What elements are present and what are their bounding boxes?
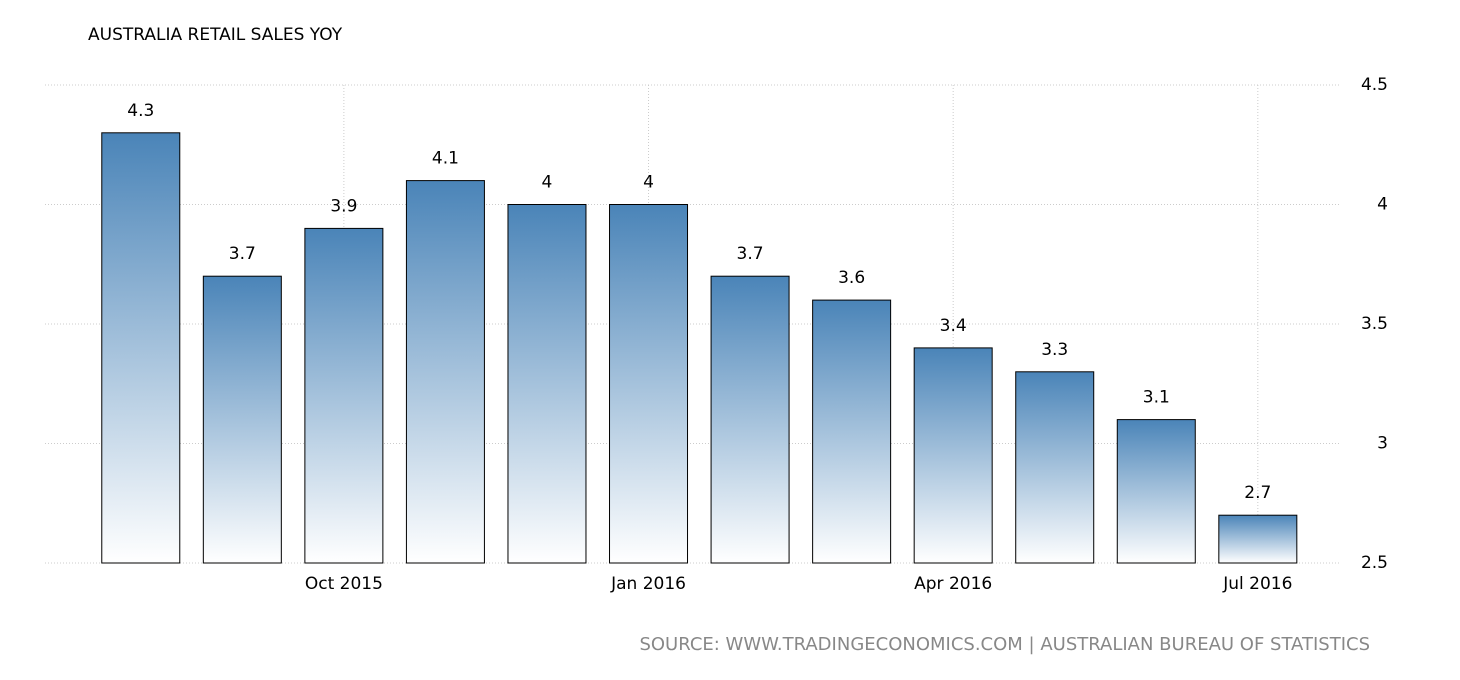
x-tick-label: Apr 2016: [914, 574, 992, 594]
y-tick-label: 4: [1377, 195, 1388, 215]
bar: [405, 180, 485, 564]
y-tick-label: 3.5: [1361, 314, 1388, 334]
bar: [1218, 514, 1298, 564]
value-label: 4: [643, 173, 654, 193]
value-label: 3.3: [1041, 340, 1068, 360]
value-label: 3.7: [737, 244, 764, 264]
chart-title: AUSTRALIA RETAIL SALES YOY: [88, 25, 343, 45]
value-label: 4: [542, 173, 553, 193]
bar: [710, 275, 790, 564]
source: SOURCE: WWW.TRADINGECONOMICS.COM | AUSTR…: [639, 634, 1370, 655]
value-label: 3.1: [1143, 388, 1170, 408]
bar: [304, 227, 384, 564]
value-label: 3.6: [838, 268, 865, 288]
bar: [101, 132, 181, 564]
value-label: 4.1: [432, 149, 459, 169]
value-label: 3.7: [229, 244, 256, 264]
bar: [1116, 419, 1196, 564]
x-tick-label: Oct 2015: [305, 574, 383, 594]
value-label: 3.9: [330, 196, 357, 216]
value-label: 4.3: [127, 101, 154, 121]
y-tick-label: 3: [1377, 434, 1388, 454]
value-label: 3.4: [940, 316, 967, 336]
bar: [609, 204, 689, 564]
bar: [202, 275, 282, 564]
x-tick-label: Jul 2016: [1222, 574, 1292, 594]
x-tick-label: Jan 2016: [610, 574, 686, 594]
y-tick-label: 2.5: [1361, 553, 1388, 573]
bar: [913, 347, 993, 564]
bar: [507, 204, 587, 564]
bar: [1015, 371, 1095, 564]
y-tick-label: 4.5: [1361, 75, 1388, 95]
bar: [812, 299, 892, 564]
value-label: 2.7: [1244, 483, 1271, 503]
